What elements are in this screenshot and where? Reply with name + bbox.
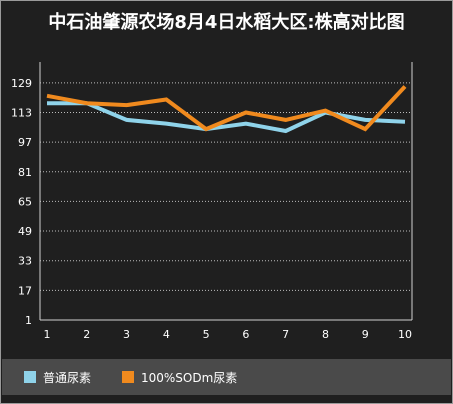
- y-tick-label: 49: [18, 225, 32, 238]
- y-tick-label: 1: [25, 314, 32, 327]
- x-tick-label: 4: [163, 328, 170, 341]
- series-lines: [46, 85, 407, 134]
- y-tick-label: 81: [18, 166, 32, 179]
- legend-label-series-1: 普通尿素: [43, 370, 92, 385]
- legend-label-series-2: 100%SODm尿素: [141, 370, 238, 385]
- axes: [39, 62, 413, 321]
- x-tick-label: 8: [322, 328, 329, 341]
- y-tick-label: 65: [18, 195, 32, 208]
- x-tick-label: 5: [203, 328, 210, 341]
- x-tick-label: 7: [282, 328, 289, 341]
- legend: 普通尿素 100%SODm尿素: [2, 359, 451, 395]
- x-tick-label: 9: [362, 328, 369, 341]
- x-tick-labels: 1 2 3 4 5 6 7 8 9 10: [44, 328, 413, 341]
- series-line-2: [46, 85, 407, 132]
- x-tick-label: 2: [83, 328, 90, 341]
- chart-title: 中石油肇源农场8月4日水稻大区:株高对比图: [48, 12, 405, 33]
- y-tick-label: 129: [11, 77, 32, 90]
- x-tick-label: 1: [44, 328, 51, 341]
- y-tick-label: 33: [18, 255, 32, 268]
- x-tick-label: 10: [398, 328, 412, 341]
- legend-item-series-2: 100%SODm尿素: [122, 370, 238, 385]
- x-tick-label: 3: [123, 328, 130, 341]
- legend-item-series-1: 普通尿素: [24, 370, 92, 385]
- y-tick-labels: 1 17 33 49 65 81 97 113 129: [11, 77, 32, 327]
- grid-lines: [40, 82, 412, 291]
- legend-swatch-series-1: [24, 371, 36, 383]
- y-tick-label: 113: [11, 106, 32, 119]
- legend-swatch-series-2: [122, 371, 134, 383]
- y-tick-label: 17: [18, 284, 32, 297]
- x-tick-label: 6: [242, 328, 249, 341]
- series-line-1: [47, 101, 406, 134]
- y-tick-label: 97: [18, 136, 32, 149]
